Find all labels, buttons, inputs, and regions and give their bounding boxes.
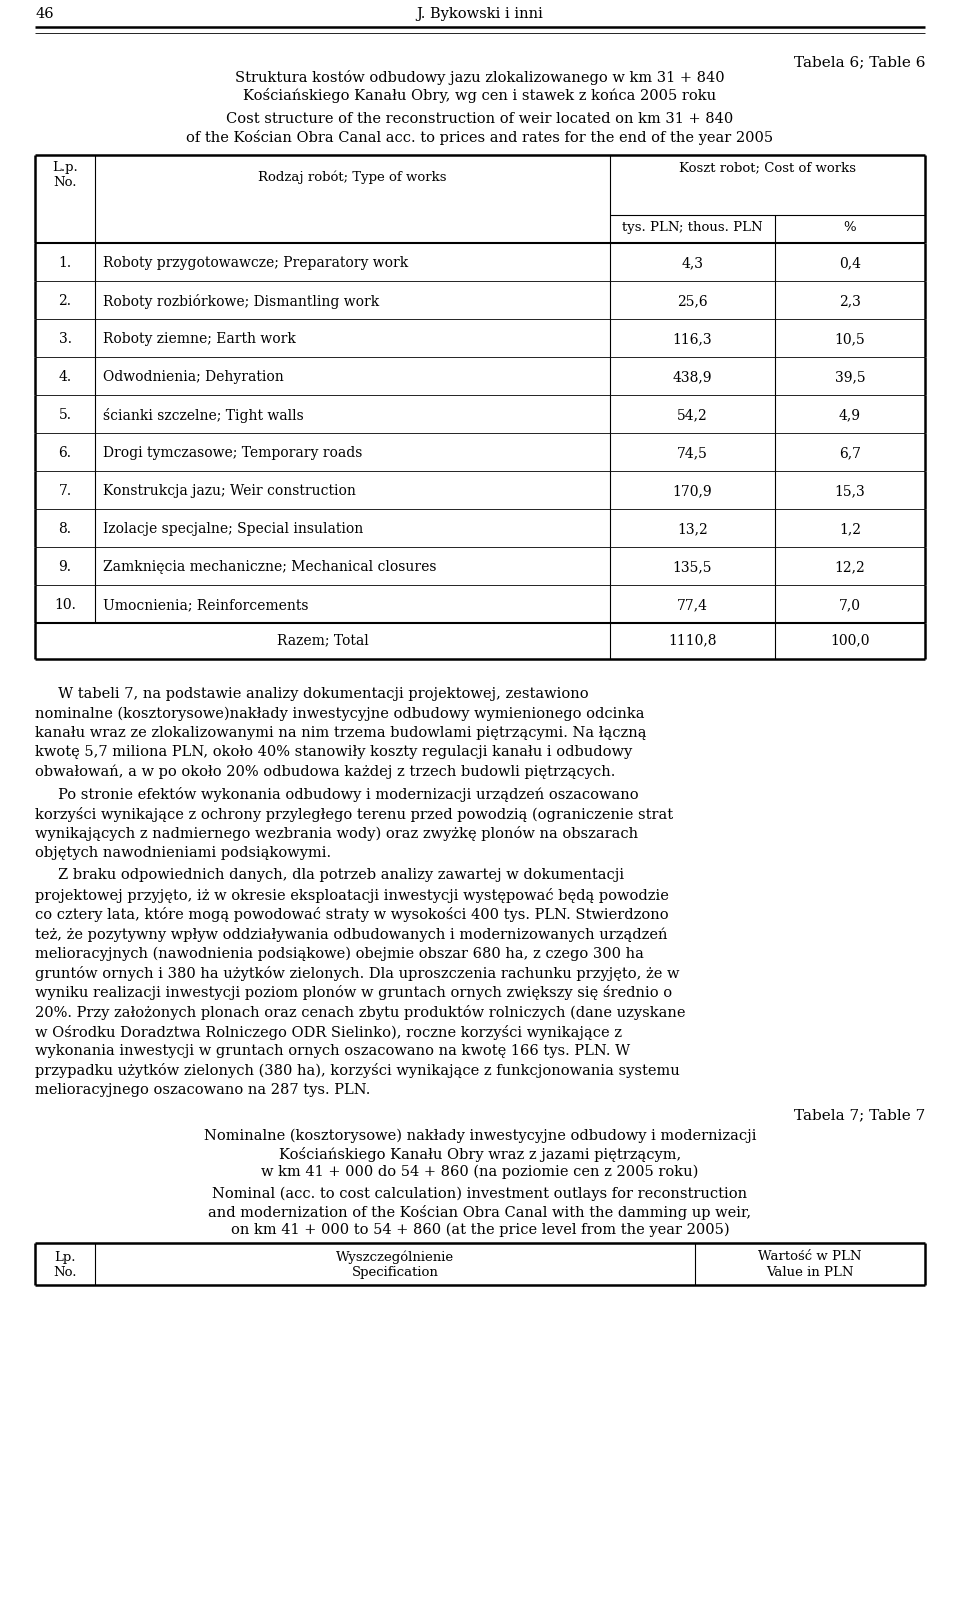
Text: 2.: 2.	[59, 294, 71, 307]
Text: 39,5: 39,5	[834, 370, 865, 383]
Text: kanału wraz ze zlokalizowanymi na nim trzema budowlami piętrzącymi. Na łączną: kanału wraz ze zlokalizowanymi na nim tr…	[35, 726, 646, 741]
Text: Drogi tymczasowe; Temporary roads: Drogi tymczasowe; Temporary roads	[103, 446, 362, 459]
Text: 13,2: 13,2	[677, 522, 708, 535]
Text: Nominal (acc. to cost calculation) investment outlays for reconstruction: Nominal (acc. to cost calculation) inves…	[212, 1187, 748, 1201]
Text: Roboty przygotowawcze; Preparatory work: Roboty przygotowawcze; Preparatory work	[103, 255, 408, 270]
Text: 12,2: 12,2	[834, 559, 865, 574]
Text: 0,4: 0,4	[839, 255, 861, 270]
Text: 438,9: 438,9	[673, 370, 712, 383]
Text: Z braku odpowiednich danych, dla potrzeb analizy zawartej w dokumentacji: Z braku odpowiednich danych, dla potrzeb…	[35, 868, 624, 883]
Text: Razem; Total: Razem; Total	[276, 632, 369, 647]
Text: 10.: 10.	[54, 598, 76, 611]
Text: ścianki szczelne; Tight walls: ścianki szczelne; Tight walls	[103, 407, 303, 424]
Text: nominalne (kosztorysowe)nakłady inwestycyjne odbudowy wymienionego odcinka: nominalne (kosztorysowe)nakłady inwestyc…	[35, 707, 644, 721]
Text: 54,2: 54,2	[677, 407, 708, 422]
Text: Wartość w PLN
Value in PLN: Wartość w PLN Value in PLN	[758, 1250, 862, 1279]
Text: Konstrukcja jazu; Weir construction: Konstrukcja jazu; Weir construction	[103, 483, 356, 498]
Text: 170,9: 170,9	[673, 483, 712, 498]
Text: Umocnienia; Reinforcements: Umocnienia; Reinforcements	[103, 598, 308, 611]
Text: Tabela 6; Table 6: Tabela 6; Table 6	[794, 55, 925, 70]
Text: objętych nawodnieniami podsiąkowymi.: objętych nawodnieniami podsiąkowymi.	[35, 846, 331, 860]
Text: Koszt robot; Cost of works: Koszt robot; Cost of works	[679, 162, 856, 175]
Text: Cost structure of the reconstruction of weir located on km 31 + 840: Cost structure of the reconstruction of …	[227, 112, 733, 126]
Text: w km 41 + 000 do 54 + 860 (na poziomie cen z 2005 roku): w km 41 + 000 do 54 + 860 (na poziomie c…	[261, 1164, 699, 1179]
Text: wykonania inwestycji w gruntach ornych oszacowano na kwotę 166 tys. PLN. W: wykonania inwestycji w gruntach ornych o…	[35, 1045, 630, 1058]
Text: 4,9: 4,9	[839, 407, 861, 422]
Text: wynikających z nadmiernego wezbrania wody) oraz zwyżkę plonów na obszarach: wynikających z nadmiernego wezbrania wod…	[35, 826, 638, 841]
Text: korzyści wynikające z ochrony przyległego terenu przed powodzią (ograniczenie st: korzyści wynikające z ochrony przyległeg…	[35, 807, 673, 821]
Text: Roboty rozbiórkowe; Dismantling work: Roboty rozbiórkowe; Dismantling work	[103, 294, 379, 309]
Text: też, że pozytywny wpływ oddziaływania odbudowanych i modernizowanych urządzeń: też, że pozytywny wpływ oddziaływania od…	[35, 927, 667, 941]
Text: Odwodnienia; Dehyration: Odwodnienia; Dehyration	[103, 370, 284, 383]
Text: kwotę 5,7 miliona PLN, około 40% stanowiły koszty regulacji kanału i odbudowy: kwotę 5,7 miliona PLN, około 40% stanowi…	[35, 745, 633, 760]
Text: 4,3: 4,3	[682, 255, 704, 270]
Text: %: %	[844, 222, 856, 234]
Text: L.p.
No.: L.p. No.	[52, 162, 78, 189]
Text: W tabeli 7, na podstawie analizy dokumentacji projektowej, zestawiono: W tabeli 7, na podstawie analizy dokumen…	[35, 687, 588, 702]
Text: of the Kościan Obra Canal acc. to prices and rates for the end of the year 2005: of the Kościan Obra Canal acc. to prices…	[186, 129, 774, 146]
Text: Roboty ziemne; Earth work: Roboty ziemne; Earth work	[103, 331, 296, 346]
Text: Nominalne (kosztorysowe) nakłady inwestycyjne odbudowy i modernizacji: Nominalne (kosztorysowe) nakłady inwesty…	[204, 1129, 756, 1143]
Text: Kościańskiego Kanału Obry, wg cen i stawek z końca 2005 roku: Kościańskiego Kanału Obry, wg cen i staw…	[244, 87, 716, 103]
Text: projektowej przyjęto, iż w okresie eksploatacji inwestycji występować będą powod: projektowej przyjęto, iż w okresie ekspl…	[35, 888, 669, 902]
Text: and modernization of the Kościan Obra Canal with the damming up weir,: and modernization of the Kościan Obra Ca…	[208, 1205, 752, 1219]
Text: 135,5: 135,5	[673, 559, 712, 574]
Text: 46: 46	[35, 6, 54, 21]
Text: wyniku realizacji inwestycji poziom plonów w gruntach ornych zwiększy się średni: wyniku realizacji inwestycji poziom plon…	[35, 985, 672, 1001]
Text: Zamknięcia mechaniczne; Mechanical closures: Zamknięcia mechaniczne; Mechanical closu…	[103, 559, 437, 574]
Text: Kościańskiego Kanału Obry wraz z jazami piętrzącym,: Kościańskiego Kanału Obry wraz z jazami …	[278, 1146, 682, 1161]
Text: 25,6: 25,6	[677, 294, 708, 307]
Text: on km 41 + 000 to 54 + 860 (at the price level from the year 2005): on km 41 + 000 to 54 + 860 (at the price…	[230, 1222, 730, 1237]
Text: 10,5: 10,5	[834, 331, 865, 346]
Text: 6,7: 6,7	[839, 446, 861, 459]
Text: 1.: 1.	[59, 255, 72, 270]
Text: 9.: 9.	[59, 559, 71, 574]
Text: co cztery lata, które mogą powodować straty w wysokości 400 tys. PLN. Stwierdzon: co cztery lata, które mogą powodować str…	[35, 907, 668, 923]
Text: 100,0: 100,0	[830, 632, 870, 647]
Text: melioracyjnego oszacowano na 287 tys. PLN.: melioracyjnego oszacowano na 287 tys. PL…	[35, 1083, 371, 1096]
Text: 5.: 5.	[59, 407, 71, 422]
Text: 15,3: 15,3	[834, 483, 865, 498]
Text: tys. PLN; thous. PLN: tys. PLN; thous. PLN	[622, 222, 763, 234]
Text: 116,3: 116,3	[673, 331, 712, 346]
Text: 2,3: 2,3	[839, 294, 861, 307]
Text: Rodzaj robót; Type of works: Rodzaj robót; Type of works	[258, 171, 446, 184]
Text: 1110,8: 1110,8	[668, 632, 717, 647]
Text: 74,5: 74,5	[677, 446, 708, 459]
Text: 8.: 8.	[59, 522, 71, 535]
Text: 4.: 4.	[59, 370, 72, 383]
Text: w Ośrodku Doradztwa Rolniczego ODR Sielinko), roczne korzyści wynikające z: w Ośrodku Doradztwa Rolniczego ODR Sieli…	[35, 1025, 622, 1040]
Text: 77,4: 77,4	[677, 598, 708, 611]
Text: Struktura kostów odbudowy jazu zlokalizowanego w km 31 + 840: Struktura kostów odbudowy jazu zlokalizo…	[235, 70, 725, 86]
Text: obwałowań, a w po około 20% odbudowa każdej z trzech budowli piętrzących.: obwałowań, a w po około 20% odbudowa każ…	[35, 765, 615, 779]
Text: J. Bykowski i inni: J. Bykowski i inni	[417, 6, 543, 21]
Text: 20%. Przy założonych plonach oraz cenach zbytu produktów rolniczych (dane uzyska: 20%. Przy założonych plonach oraz cenach…	[35, 1006, 685, 1020]
Text: gruntów ornych i 380 ha użytków zielonych. Dla uproszczenia rachunku przyjęto, ż: gruntów ornych i 380 ha użytków zielonyc…	[35, 965, 680, 982]
Text: 6.: 6.	[59, 446, 71, 459]
Text: 1,2: 1,2	[839, 522, 861, 535]
Text: Tabela 7; Table 7: Tabela 7; Table 7	[794, 1109, 925, 1122]
Text: 7.: 7.	[59, 483, 72, 498]
Text: przypadku użytków zielonych (380 ha), korzyści wynikające z funkcjonowania syste: przypadku użytków zielonych (380 ha), ko…	[35, 1064, 680, 1079]
Text: Po stronie efektów wykonania odbudowy i modernizacji urządzeń oszacowano: Po stronie efektów wykonania odbudowy i …	[35, 787, 638, 802]
Text: 3.: 3.	[59, 331, 71, 346]
Text: Lp.
No.: Lp. No.	[53, 1250, 77, 1279]
Text: 7,0: 7,0	[839, 598, 861, 611]
Text: Wyszczególnienie
Specification: Wyszczególnienie Specification	[336, 1250, 454, 1279]
Text: melioracyjnych (nawodnienia podsiąkowe) obejmie obszar 680 ha, z czego 300 ha: melioracyjnych (nawodnienia podsiąkowe) …	[35, 946, 644, 960]
Text: Izolacje specjalne; Special insulation: Izolacje specjalne; Special insulation	[103, 522, 363, 535]
